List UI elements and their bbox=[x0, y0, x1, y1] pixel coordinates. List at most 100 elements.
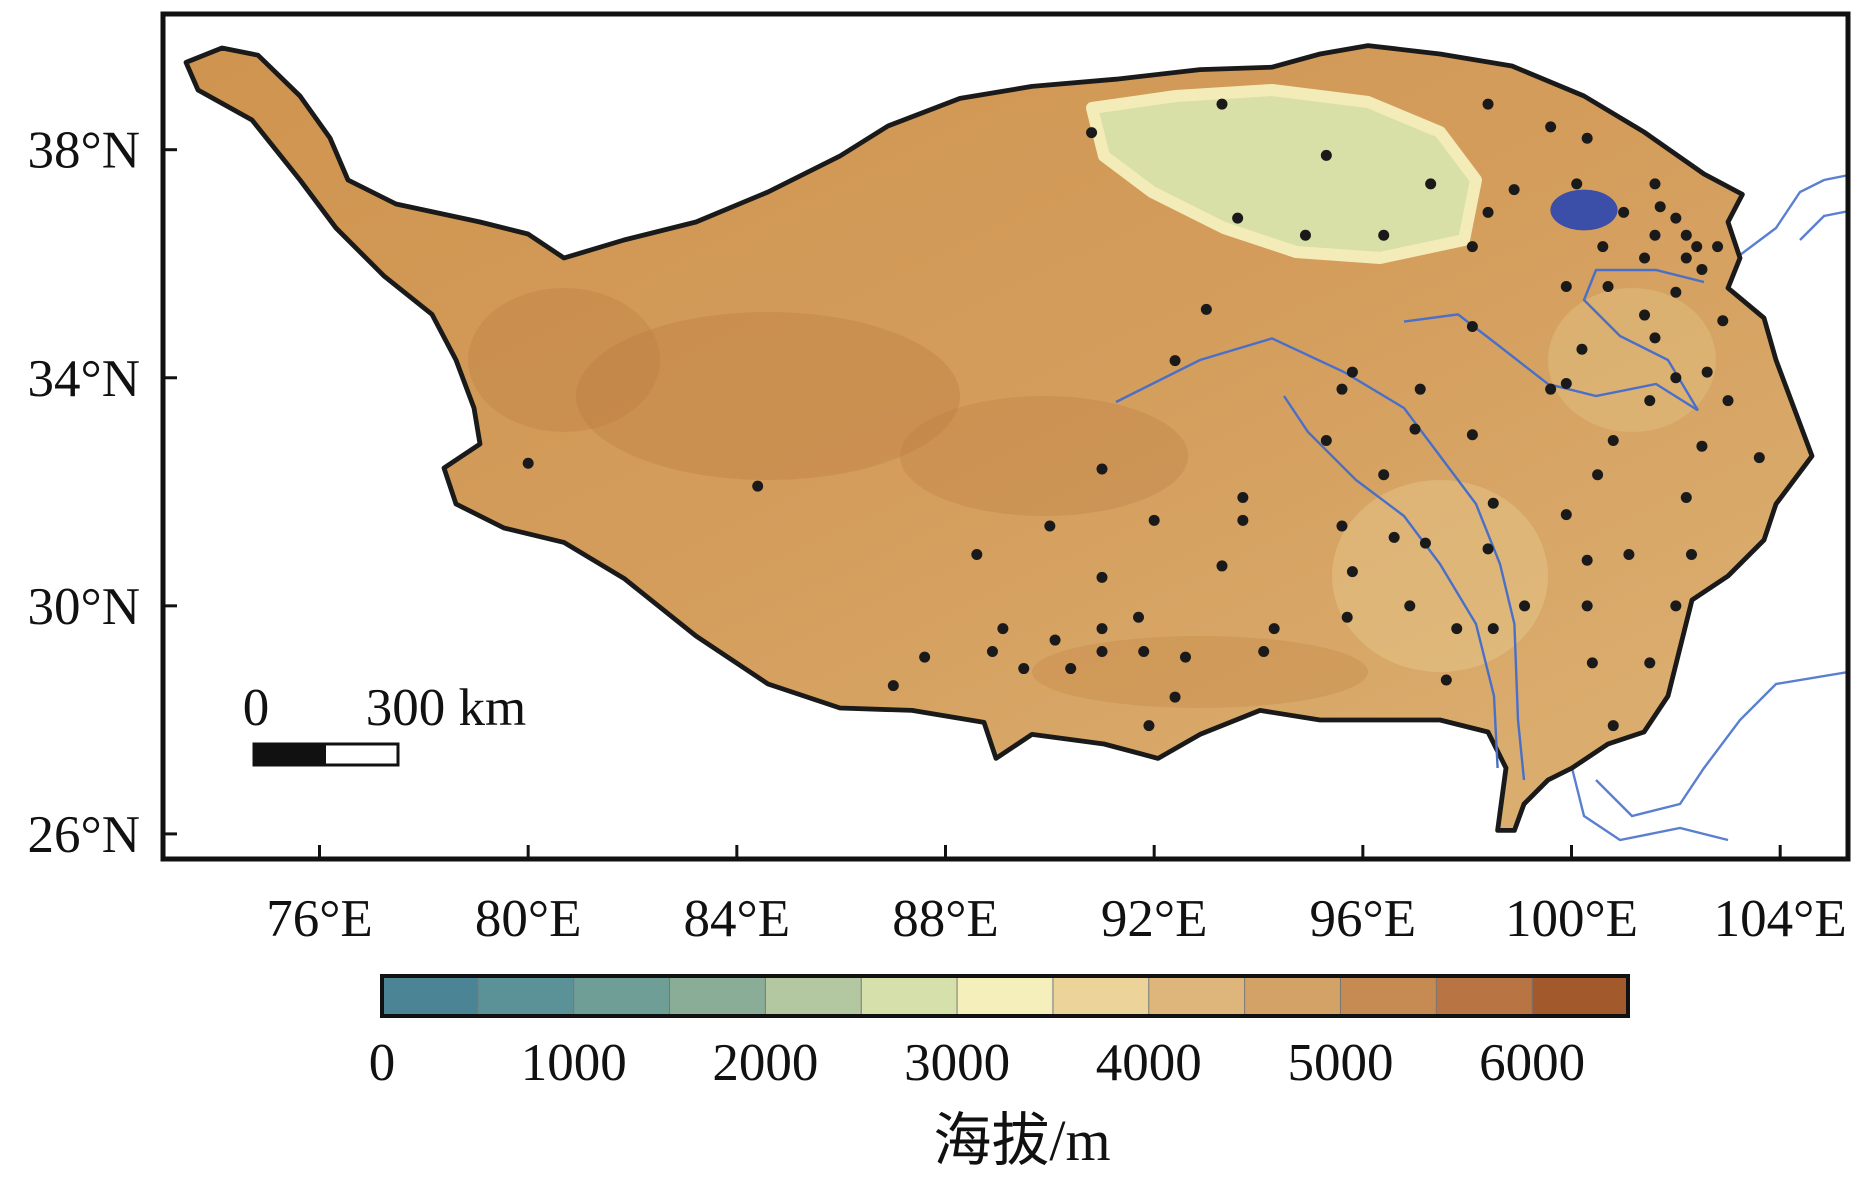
station bbox=[1482, 543, 1494, 555]
colorbar-block bbox=[1532, 976, 1629, 1016]
station bbox=[1237, 492, 1249, 504]
station bbox=[1680, 229, 1692, 241]
station bbox=[986, 645, 998, 657]
station bbox=[1644, 395, 1656, 407]
station bbox=[1623, 549, 1635, 561]
y-tick-label: 26°N bbox=[28, 806, 140, 864]
colorbar-block bbox=[765, 976, 862, 1016]
station bbox=[1096, 463, 1108, 475]
station bbox=[1592, 469, 1604, 481]
station bbox=[1670, 372, 1682, 384]
station bbox=[1722, 395, 1734, 407]
station bbox=[1018, 663, 1030, 675]
colorbar-block bbox=[1244, 976, 1341, 1016]
river bbox=[1582, 268, 1705, 412]
station bbox=[1545, 383, 1557, 395]
colorbar-tick-label: 1000 bbox=[521, 1034, 627, 1092]
station bbox=[1696, 263, 1708, 275]
station bbox=[1560, 377, 1572, 389]
station bbox=[1482, 206, 1494, 218]
station bbox=[1268, 623, 1280, 635]
station bbox=[1482, 98, 1494, 110]
station bbox=[1644, 657, 1656, 669]
colorbar-tick-label: 4000 bbox=[1096, 1034, 1202, 1092]
station bbox=[1712, 241, 1724, 253]
station bbox=[1169, 355, 1181, 367]
station bbox=[1670, 600, 1682, 612]
station bbox=[1654, 201, 1666, 213]
station bbox=[1607, 434, 1619, 446]
station bbox=[971, 549, 983, 561]
station bbox=[1200, 303, 1212, 315]
x-tick-label: 88°E bbox=[892, 890, 999, 948]
station bbox=[1086, 127, 1098, 139]
colorbar-block bbox=[1052, 976, 1150, 1016]
station bbox=[1049, 634, 1061, 646]
station bbox=[1649, 178, 1661, 190]
y-tick-label: 38°N bbox=[28, 122, 140, 180]
station bbox=[1680, 252, 1692, 264]
station bbox=[1487, 623, 1499, 635]
colorbar-block bbox=[573, 976, 671, 1016]
station bbox=[1409, 423, 1421, 435]
station bbox=[1451, 623, 1463, 635]
colorbar-tick-label: 3000 bbox=[904, 1034, 1010, 1092]
station bbox=[1096, 571, 1108, 583]
x-tick-label: 92°E bbox=[1101, 890, 1208, 948]
basin bbox=[1086, 84, 1483, 265]
station bbox=[1466, 241, 1478, 253]
station bbox=[1466, 320, 1478, 332]
station bbox=[1143, 720, 1155, 732]
colorbar-frame bbox=[380, 974, 1630, 1018]
colorbar-block bbox=[957, 976, 1054, 1016]
station bbox=[1419, 537, 1431, 549]
station bbox=[1670, 286, 1682, 298]
station bbox=[1691, 241, 1703, 253]
station bbox=[1607, 720, 1619, 732]
station bbox=[1560, 281, 1572, 293]
station bbox=[997, 623, 1009, 635]
station bbox=[1414, 383, 1426, 395]
station bbox=[1216, 98, 1228, 110]
x-tick-label: 80°E bbox=[475, 890, 582, 948]
station bbox=[1237, 514, 1249, 526]
station bbox=[1545, 121, 1557, 133]
station bbox=[1717, 315, 1729, 327]
y-tick-label: 34°N bbox=[28, 350, 140, 408]
station bbox=[1680, 492, 1692, 504]
x-tick-label: 96°E bbox=[1310, 890, 1417, 948]
station bbox=[1508, 184, 1520, 196]
station bbox=[1576, 343, 1588, 355]
river bbox=[1595, 670, 1848, 818]
station bbox=[1216, 560, 1228, 572]
colorbar-tick-label: 2000 bbox=[712, 1034, 818, 1092]
station bbox=[1685, 549, 1697, 561]
station bbox=[1044, 520, 1056, 532]
river bbox=[1727, 173, 1848, 265]
lake bbox=[1550, 189, 1618, 231]
station bbox=[1425, 178, 1437, 190]
colorbar-tick-label: 0 bbox=[369, 1034, 396, 1092]
colorbar-block bbox=[861, 976, 958, 1016]
station bbox=[1096, 645, 1108, 657]
station bbox=[1701, 366, 1713, 378]
station bbox=[752, 480, 764, 492]
station bbox=[1487, 497, 1499, 509]
station bbox=[1320, 434, 1332, 446]
map-background bbox=[183, 43, 1848, 842]
x-tick-label: 100°E bbox=[1505, 890, 1638, 948]
station bbox=[1649, 229, 1661, 241]
station bbox=[1571, 178, 1583, 190]
x-tick-label: 84°E bbox=[684, 890, 791, 948]
colorbar-tick-label: 6000 bbox=[1479, 1034, 1585, 1092]
station bbox=[1404, 600, 1416, 612]
station bbox=[1096, 623, 1108, 635]
station bbox=[1519, 600, 1531, 612]
station bbox=[1138, 645, 1150, 657]
station bbox=[1466, 429, 1478, 441]
river bbox=[1115, 337, 1526, 781]
x-tick-label: 104°E bbox=[1714, 890, 1847, 948]
station bbox=[1133, 611, 1145, 623]
